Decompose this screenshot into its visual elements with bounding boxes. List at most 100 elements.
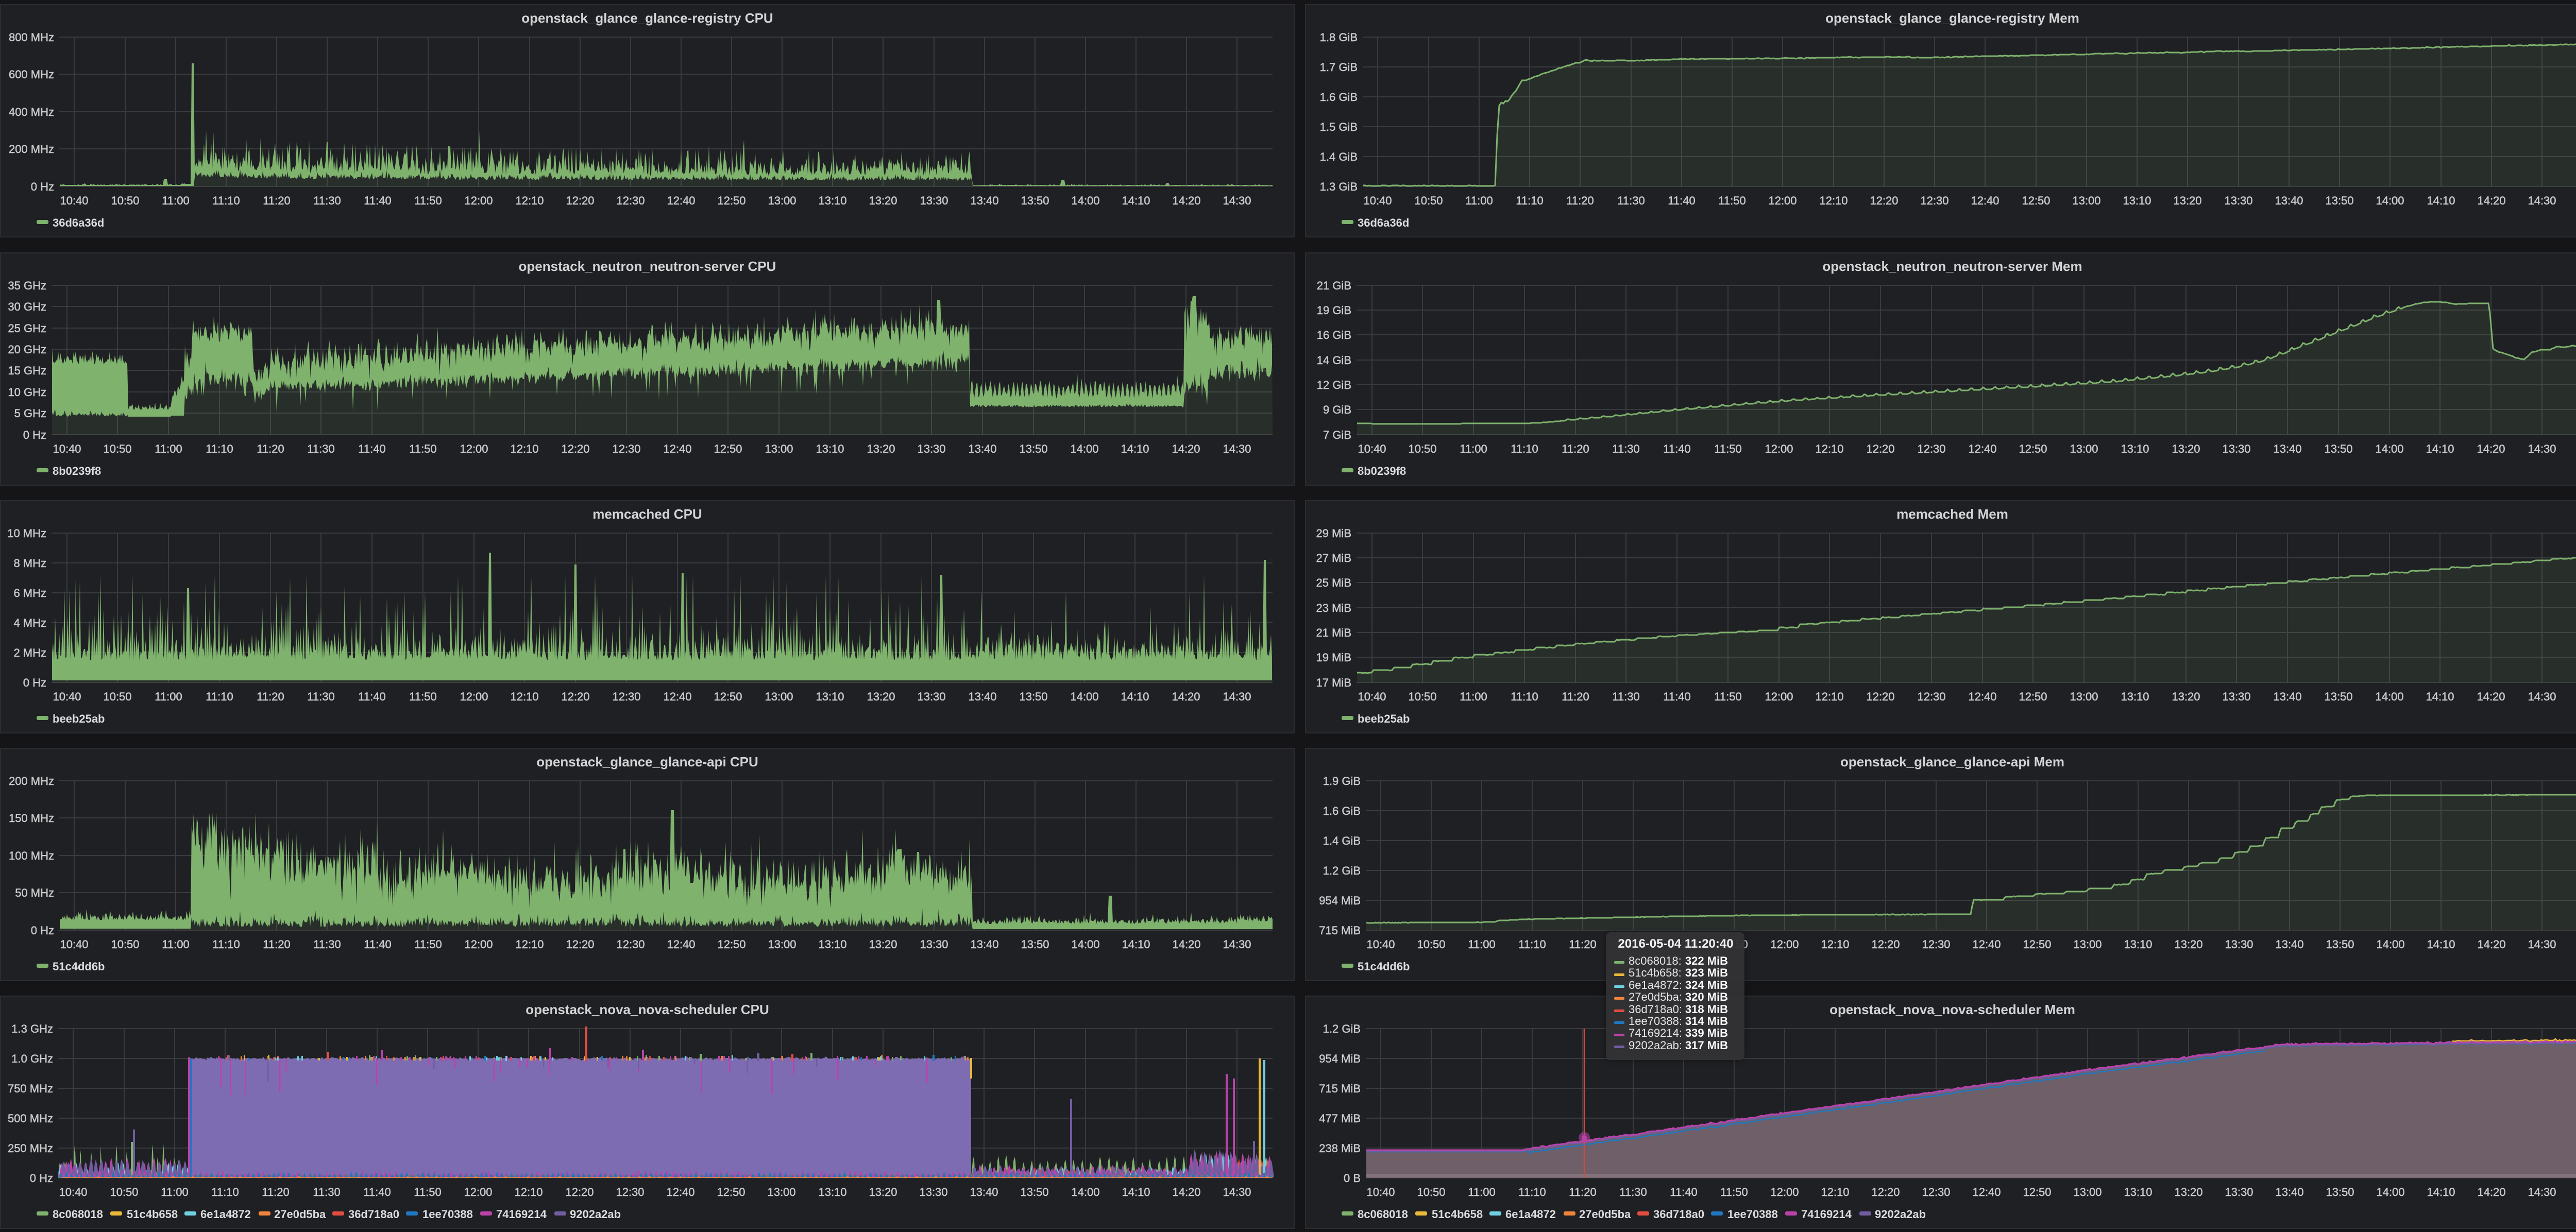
svg-text:13:00: 13:00 <box>768 194 796 207</box>
svg-text:13:30: 13:30 <box>920 194 948 207</box>
svg-text:10:40: 10:40 <box>1358 690 1386 703</box>
svg-text:13:50: 13:50 <box>1020 1186 1048 1199</box>
svg-text:800 MHz: 800 MHz <box>9 31 54 44</box>
svg-text:12:00: 12:00 <box>1770 1186 1799 1199</box>
svg-text:11:00: 11:00 <box>161 1186 188 1199</box>
svg-text:13:10: 13:10 <box>818 194 846 207</box>
svg-text:11:10: 11:10 <box>1516 194 1543 207</box>
svg-text:51c4dd6b: 51c4dd6b <box>53 960 105 973</box>
svg-text:250 MHz: 250 MHz <box>8 1142 53 1155</box>
svg-text:12:20: 12:20 <box>565 1186 594 1199</box>
svg-text:13:00: 13:00 <box>2073 938 2102 951</box>
svg-text:13:20: 13:20 <box>869 1186 897 1199</box>
svg-text:477 MiB: 477 MiB <box>1319 1112 1361 1125</box>
svg-text:13:00: 13:00 <box>768 938 796 951</box>
svg-text:13:30: 13:30 <box>917 442 945 455</box>
svg-text:14:10: 14:10 <box>2427 1186 2455 1199</box>
svg-text:12:10: 12:10 <box>1821 1186 1849 1199</box>
svg-text:238 MiB: 238 MiB <box>1319 1142 1361 1155</box>
svg-text:1.6 GiB: 1.6 GiB <box>1320 91 1358 104</box>
svg-text:1.6 GiB: 1.6 GiB <box>1323 805 1361 817</box>
svg-text:10:40: 10:40 <box>53 690 81 703</box>
svg-text:13:00: 13:00 <box>2072 194 2100 207</box>
svg-text:13:40: 13:40 <box>970 194 998 207</box>
svg-text:11:00: 11:00 <box>162 938 189 951</box>
svg-text:12:40: 12:40 <box>1968 690 1996 703</box>
svg-text:9 GiB: 9 GiB <box>1323 403 1351 416</box>
svg-text:14:00: 14:00 <box>2376 938 2404 951</box>
svg-text:12:40: 12:40 <box>667 194 695 207</box>
svg-text:25 GHz: 25 GHz <box>8 322 46 335</box>
svg-text:11:30: 11:30 <box>313 938 341 951</box>
svg-text:13:10: 13:10 <box>2121 442 2149 455</box>
svg-text:12:30: 12:30 <box>1920 194 1948 207</box>
svg-text:memcached Mem: memcached Mem <box>1896 506 2008 522</box>
svg-text:14:00: 14:00 <box>2375 690 2403 703</box>
svg-text:11:50: 11:50 <box>409 442 436 455</box>
svg-text:16 GiB: 16 GiB <box>1317 329 1351 341</box>
svg-text:19 GiB: 19 GiB <box>1317 304 1351 317</box>
svg-text:12:10: 12:10 <box>510 442 538 455</box>
svg-text:12:00: 12:00 <box>460 690 488 703</box>
svg-text:14:30: 14:30 <box>1223 690 1251 703</box>
svg-text:12 GiB: 12 GiB <box>1317 379 1351 391</box>
svg-text:12:00: 12:00 <box>464 1186 492 1199</box>
svg-text:14:00: 14:00 <box>1070 442 1098 455</box>
svg-text:12:20: 12:20 <box>1870 194 1898 207</box>
svg-text:11:00: 11:00 <box>1460 690 1487 703</box>
svg-text:10 MHz: 10 MHz <box>7 527 46 540</box>
svg-text:13:50: 13:50 <box>2326 1186 2354 1199</box>
svg-text:14:00: 14:00 <box>2376 194 2404 207</box>
svg-text:35 GHz: 35 GHz <box>8 279 46 292</box>
svg-text:13:20: 13:20 <box>2172 442 2200 455</box>
svg-text:14:20: 14:20 <box>2477 1186 2505 1199</box>
svg-text:13:30: 13:30 <box>920 938 948 951</box>
svg-text:400 MHz: 400 MHz <box>9 106 54 118</box>
svg-text:memcached CPU: memcached CPU <box>592 506 702 522</box>
svg-text:11:20: 11:20 <box>263 938 290 951</box>
svg-text:12:40: 12:40 <box>1972 1186 2001 1199</box>
svg-text:11:50: 11:50 <box>1718 194 1745 207</box>
svg-text:10:40: 10:40 <box>1366 1186 1395 1199</box>
svg-text:11:40: 11:40 <box>364 938 391 951</box>
svg-text:14:20: 14:20 <box>1172 194 1200 207</box>
svg-text:11:30: 11:30 <box>307 690 334 703</box>
svg-text:14:00: 14:00 <box>2375 442 2403 455</box>
svg-text:36d718a0: 36d718a0 <box>1653 1208 1704 1221</box>
svg-text:0 Hz: 0 Hz <box>23 676 46 689</box>
svg-text:13:30: 13:30 <box>2222 690 2250 703</box>
svg-text:14:10: 14:10 <box>1122 938 1150 951</box>
svg-text:100 MHz: 100 MHz <box>9 849 54 862</box>
svg-text:openstack_nova_nova-scheduler: openstack_nova_nova-scheduler CPU <box>526 1002 769 1017</box>
svg-text:13:20: 13:20 <box>2174 938 2202 951</box>
svg-text:12:00: 12:00 <box>464 938 493 951</box>
svg-text:20 GHz: 20 GHz <box>8 343 46 356</box>
svg-text:10:40: 10:40 <box>1363 194 1392 207</box>
svg-text:1.2 GiB: 1.2 GiB <box>1323 864 1361 877</box>
svg-text:10:40: 10:40 <box>53 442 81 455</box>
svg-text:12:10: 12:10 <box>1815 442 1843 455</box>
svg-text:13:40: 13:40 <box>2275 1186 2303 1199</box>
svg-text:11:00: 11:00 <box>1468 1186 1495 1199</box>
svg-text:13:40: 13:40 <box>2273 442 2301 455</box>
svg-text:12:50: 12:50 <box>717 938 745 951</box>
svg-text:750 MHz: 750 MHz <box>8 1082 53 1095</box>
svg-text:14 GiB: 14 GiB <box>1317 354 1351 367</box>
svg-text:10:50: 10:50 <box>103 690 131 703</box>
svg-text:6 MHz: 6 MHz <box>13 587 46 600</box>
svg-text:11:20: 11:20 <box>1562 690 1589 703</box>
svg-text:11:40: 11:40 <box>363 1186 391 1199</box>
svg-text:13:30: 13:30 <box>919 1186 947 1199</box>
svg-text:11:30: 11:30 <box>1612 690 1639 703</box>
svg-text:11:30: 11:30 <box>313 194 341 207</box>
svg-text:11:40: 11:40 <box>1663 690 1690 703</box>
svg-text:10:40: 10:40 <box>59 1186 87 1199</box>
svg-text:14:10: 14:10 <box>2427 194 2455 207</box>
svg-text:12:30: 12:30 <box>616 1186 644 1199</box>
svg-text:11:10: 11:10 <box>212 194 240 207</box>
svg-text:1.4 GiB: 1.4 GiB <box>1320 150 1358 163</box>
svg-text:8c068018: 8c068018 <box>53 1208 103 1221</box>
svg-text:10:50: 10:50 <box>1417 938 1445 951</box>
svg-text:13:10: 13:10 <box>2124 1186 2152 1199</box>
svg-text:13:30: 13:30 <box>917 690 945 703</box>
